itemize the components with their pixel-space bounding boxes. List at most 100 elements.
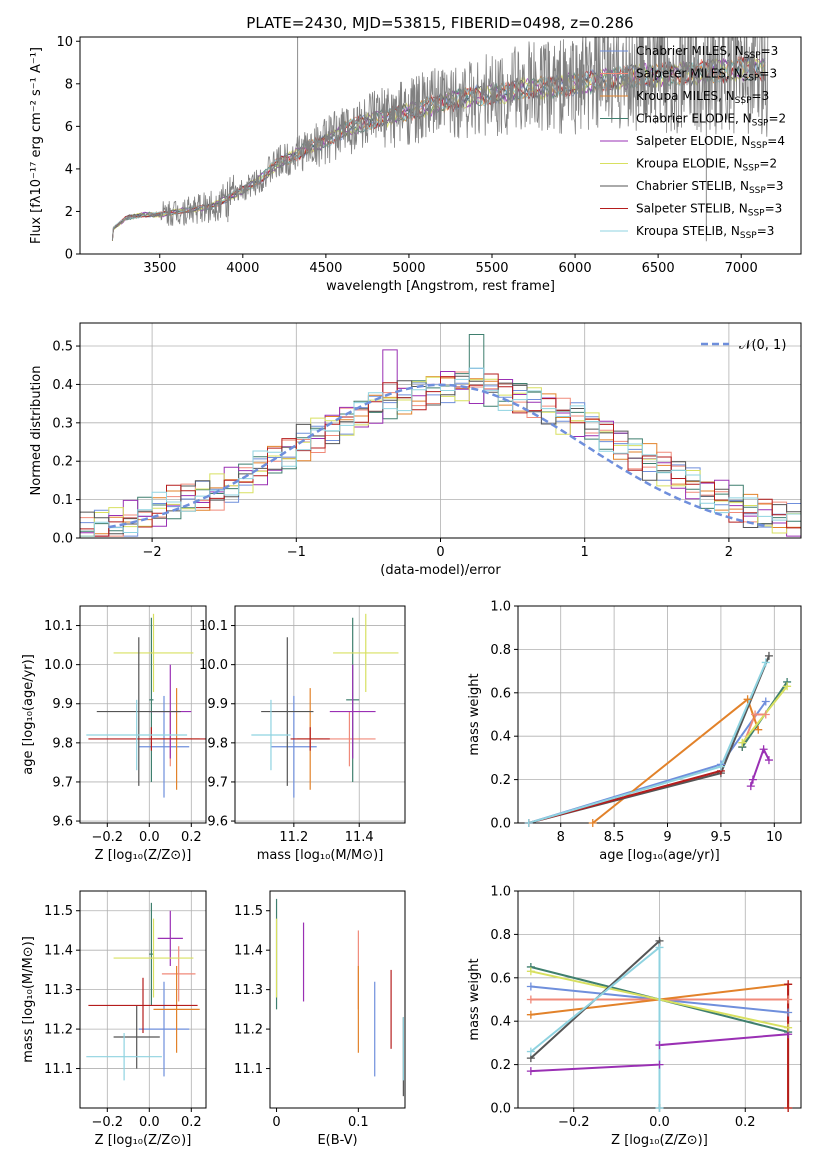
point-marker (751, 710, 760, 719)
y-tick-label: 0.2 (52, 455, 73, 470)
legend-subscript: SSP (748, 209, 765, 219)
x-tick-label: 0 (436, 545, 444, 560)
x-tick-label: 9 (663, 830, 671, 845)
x-tick-label: −0.2 (558, 1115, 590, 1130)
y-tick-label: 0.4 (490, 730, 511, 745)
y-tick-label: 0.5 (52, 340, 73, 355)
y-tick-label: 0.0 (52, 532, 73, 547)
x-axis-label: Z [log₁₀(Z/Z⊙)] (611, 1133, 708, 1148)
y-tick-label: 9.6 (207, 815, 228, 830)
legend: Chabrier MILES, NSSP=3 Salpeter MILES, NS… (600, 44, 786, 241)
y-tick-label: 11.4 (44, 944, 73, 959)
x-tick-label: 10 (766, 830, 783, 845)
point-marker (784, 1023, 793, 1032)
y-tick-label: 0.0 (490, 817, 511, 832)
legend-label: Salpeter STELIB, NSSP=3 (636, 202, 782, 219)
panel-age_vs_Z: −0.2 0.0 0.2 9.6 9.7 9.8 9.9 10.0 10.1 Z [log₁₀(Z… (21, 605, 207, 863)
plot-area (235, 606, 405, 823)
y-tick-label: 11.1 (234, 1062, 263, 1077)
axes-frame (79, 36, 802, 255)
x-tick-label: 8 (557, 830, 565, 845)
x-axis-label: Z [log₁₀(Z/Z⊙)] (95, 848, 192, 863)
y-tick-label: 10 (56, 35, 73, 50)
y-tick-label: 0.6 (490, 686, 511, 701)
y-tick-label: 9.7 (52, 775, 73, 790)
y-tick-label: 9.9 (207, 697, 228, 712)
x-tick-label: 6000 (559, 261, 592, 276)
y-tick-label: 11.5 (44, 904, 73, 919)
plot-area (80, 323, 801, 538)
legend-value: =3 (752, 89, 770, 103)
y-tick-label: 11.3 (234, 983, 263, 998)
panel-age_vs_mass: 11.2 11.4 9.6 9.7 9.8 9.9 10.0 10.1 mass [log₁₀(… (199, 605, 406, 863)
x-tick-label: −0.2 (92, 1115, 124, 1130)
point-marker (764, 651, 773, 660)
point-marker (784, 1008, 793, 1017)
x-tick-label: 11.2 (279, 830, 308, 845)
y-axis-label: mass weight (467, 958, 482, 1040)
legend-value: =3 (759, 67, 777, 81)
axes-frame (79, 322, 802, 539)
y-axis-label: Normed distribution (29, 366, 44, 496)
y-tick-label: 0 (65, 248, 73, 263)
legend-label: 𝒩(0, 1) (739, 338, 786, 353)
point-marker (743, 695, 752, 704)
x-tick-label: 0.0 (139, 830, 160, 845)
x-axis-label: wavelength [Angstrom, rest frame] (326, 279, 555, 294)
legend-label: Salpeter MILES, NSSP=3 (636, 67, 777, 84)
legend-label: Chabrier ELODIE, NSSP=2 (636, 112, 786, 129)
hist-kroupa_stelib (80, 367, 801, 537)
x-tick-label: 4000 (226, 261, 259, 276)
y-tick-label: 1.0 (490, 600, 511, 615)
point-marker (784, 980, 793, 989)
x-tick-label: 0.0 (139, 1115, 160, 1130)
data-spectrum (112, 37, 769, 241)
x-tick-label: 2 (725, 545, 733, 560)
point-marker (748, 775, 757, 784)
legend-value: =4 (767, 134, 785, 148)
series-chabrier_miles (528, 700, 767, 823)
axes-frame (79, 890, 207, 1109)
x-tick-label: −0.2 (92, 830, 124, 845)
y-tick-label: 6 (65, 120, 73, 135)
y-axis-label: mass [log₁₀(M/M⊙)] (21, 936, 36, 1063)
y-tick-label: 10.0 (44, 658, 73, 673)
y-tick-label: 11.3 (44, 983, 73, 998)
x-tick-label: 9.5 (711, 830, 732, 845)
legend: 𝒩(0, 1) (701, 338, 786, 353)
x-tick-label: 3500 (143, 261, 176, 276)
point-marker (655, 1041, 664, 1050)
point-marker (746, 782, 755, 791)
legend-value: =3 (765, 202, 783, 216)
legend-value: =3 (757, 224, 775, 238)
x-tick-label: 0.1 (348, 1115, 369, 1130)
y-tick-label: 1.0 (490, 885, 511, 900)
y-tick-label: 10.0 (199, 658, 228, 673)
plot-area (275, 898, 404, 1097)
panels: 3500 4000 4500 5000 5500 6000 6500 70000246810w… (21, 35, 802, 1148)
point-marker (655, 943, 664, 952)
x-axis-label: E(B-V) (317, 1133, 357, 1148)
y-axis-label: Flux [fλ10⁻¹⁷ erg cm⁻² s⁻¹ A⁻¹] (29, 47, 44, 244)
hist-chabrier_stelib (80, 375, 801, 535)
y-tick-label: 0.8 (490, 928, 511, 943)
y-tick-label: 0.4 (490, 1015, 511, 1030)
y-tick-label: 0.6 (490, 971, 511, 986)
legend-subscript: SSP (743, 164, 760, 174)
y-tick-label: 9.6 (52, 815, 73, 830)
x-axis-label: age [log₁₀(age/yr)] (599, 848, 720, 863)
y-tick-label: 0.4 (52, 378, 73, 393)
y-axis-label: mass weight (467, 673, 482, 755)
y-tick-label: 11.2 (44, 1023, 73, 1038)
x-tick-label: −2 (143, 545, 162, 560)
y-tick-label: 0.2 (490, 773, 511, 788)
x-tick-label: 8.5 (604, 830, 625, 845)
x-tick-label: 0 (272, 1115, 280, 1130)
y-tick-label: 11.1 (44, 1062, 73, 1077)
x-tick-label: 1 (581, 545, 589, 560)
x-tick-label: 0.0 (649, 1115, 670, 1130)
axes-frame (234, 605, 406, 824)
legend-label: Kroupa STELIB, NSSP=3 (636, 224, 774, 241)
plot-area (111, 37, 769, 242)
